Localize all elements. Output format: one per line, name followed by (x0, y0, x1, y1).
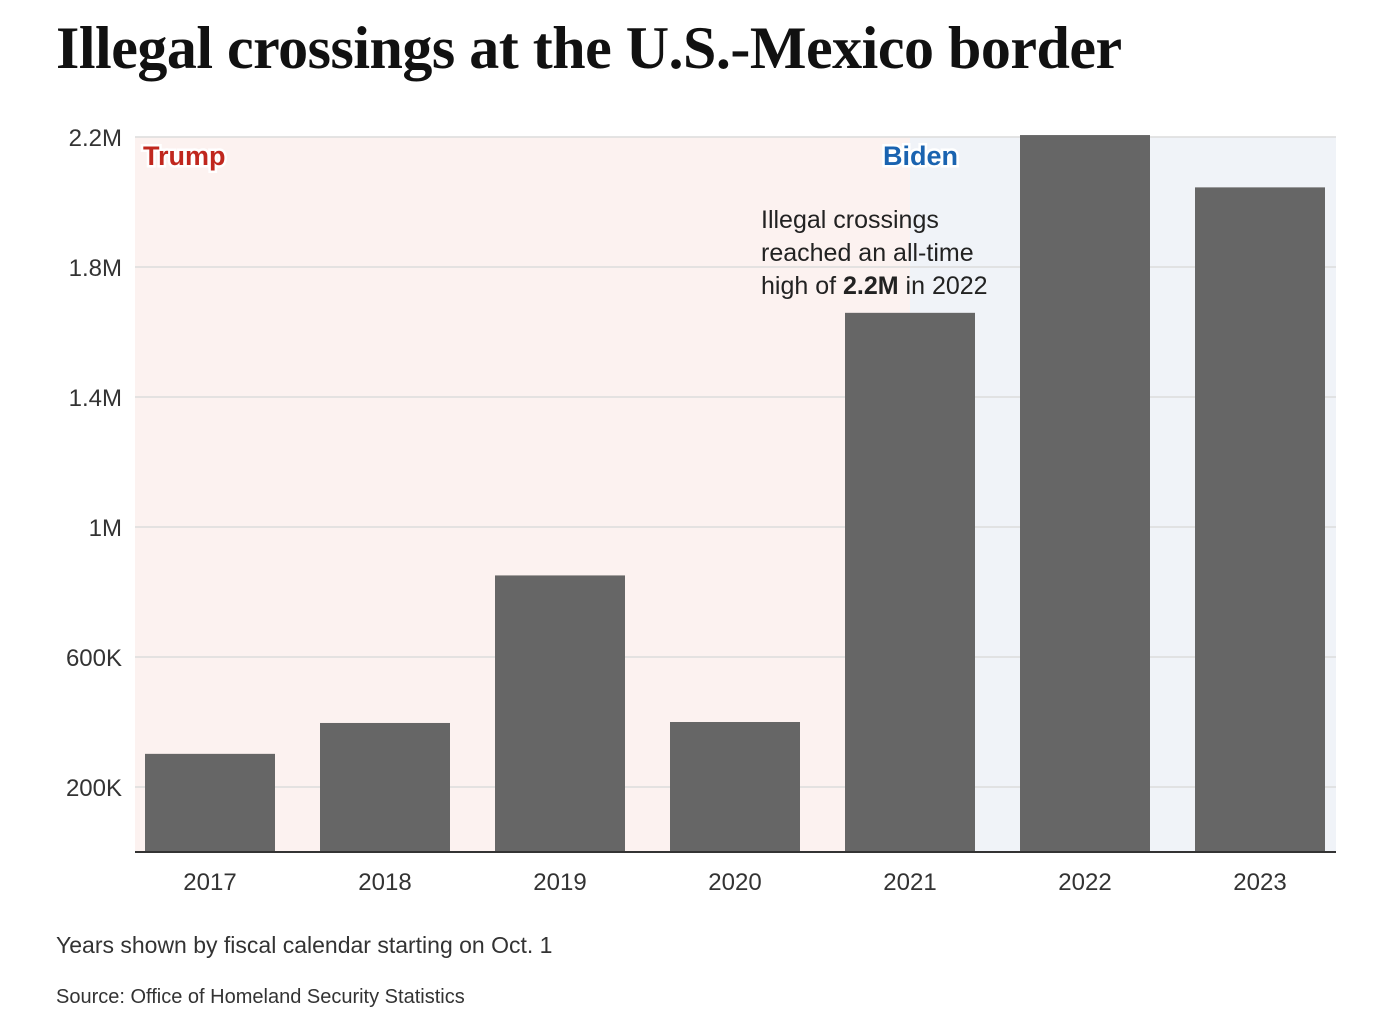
y-tick-label: 1.8M (69, 255, 122, 282)
bar-2018 (320, 722, 450, 852)
bar-2023 (1195, 187, 1325, 852)
chart-title: Illegal crossings at the U.S.-Mexico bor… (56, 15, 1122, 81)
bar-2017 (145, 753, 275, 852)
annotation-line: high of 2.2M in 2022 (761, 272, 988, 300)
y-tick-label: 2.2M (69, 125, 122, 152)
annotation-highlight: 2.2M (843, 272, 899, 300)
y-tick-label: 600K (66, 645, 122, 672)
x-tick-label: 2023 (1233, 869, 1286, 896)
y-tick-label: 200K (66, 775, 122, 802)
bar-2020 (670, 722, 800, 852)
region-label-biden: Biden (883, 141, 958, 171)
x-tick-label: 2019 (533, 869, 586, 896)
x-tick-label: 2017 (183, 869, 236, 896)
y-tick-label: 1M (89, 515, 122, 542)
x-tick-label: 2020 (708, 869, 761, 896)
annotation-line: reached an all-time (761, 239, 974, 267)
bar-2019 (495, 575, 625, 852)
source-note: Source: Office of Homeland Security Stat… (56, 986, 465, 1008)
y-tick-label: 1.4M (69, 385, 122, 412)
bar-2022 (1020, 135, 1150, 853)
footnote: Years shown by fiscal calendar starting … (56, 932, 553, 958)
bar-chart: 200K 600K 1M 1.4M 1.8M 2.2M Trump Biden 2017 2018… (66, 125, 1336, 896)
x-tick-label: 2018 (358, 869, 411, 896)
annotation-text: in 2022 (899, 272, 988, 300)
x-tick-label: 2021 (883, 869, 936, 896)
bar-2021 (845, 312, 975, 852)
annotation-text: high of (761, 272, 843, 300)
region-label-trump: Trump (143, 141, 226, 171)
x-tick-label: 2022 (1058, 869, 1111, 896)
annotation-line: Illegal crossings (761, 206, 939, 234)
